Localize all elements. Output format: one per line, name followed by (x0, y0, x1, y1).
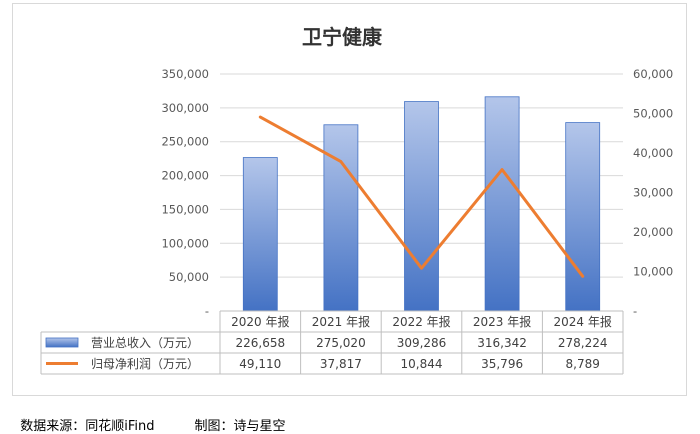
revenue-bar (566, 123, 600, 311)
revenue-value-cell: 309,286 (397, 336, 447, 350)
y-left-tick-label: 100,000 (161, 236, 209, 250)
revenue-bar (243, 158, 277, 311)
y-right-tick-label: 30,000 (633, 186, 673, 200)
revenue-bar (485, 97, 519, 311)
revenue-value-cell: 316,342 (477, 336, 527, 350)
revenue-value-cell: 278,224 (558, 336, 608, 350)
y-left-tick-label: 300,000 (161, 101, 209, 115)
x-category-label: 2022 年报 (392, 314, 450, 329)
y-left-tick-label: 200,000 (161, 169, 209, 183)
x-category-label: 2020 年报 (231, 314, 289, 329)
legend-revenue-label: 营业总收入（万元） (91, 336, 199, 350)
revenue-bar (324, 125, 358, 311)
y-left-tick-label: 50,000 (169, 270, 209, 284)
chart-title: 卫宁健康 (302, 25, 383, 49)
y-left-tick-label: - (205, 304, 209, 318)
x-category-label: 2024 年报 (554, 314, 612, 329)
y-right-tick-label: 50,000 (633, 107, 673, 121)
y-left-tick-label: 150,000 (161, 202, 209, 216)
profit-value-cell: 37,817 (320, 357, 362, 371)
y-right-tick-label: 40,000 (633, 146, 673, 160)
x-category-label: 2021 年报 (312, 314, 370, 329)
y-right-tick-label: 60,000 (633, 67, 673, 81)
profit-value-cell: 49,110 (239, 357, 281, 371)
y-right-tick-label: 20,000 (633, 225, 673, 239)
revenue-value-cell: 275,020 (316, 336, 366, 350)
x-category-label: 2023 年报 (473, 314, 531, 329)
revenue-value-cell: 226,658 (235, 336, 285, 350)
chart-frame: 卫宁健康 - 50,000 100,000 150,000 200,000 250,000 3… (12, 3, 687, 396)
y-left-tick-label: 250,000 (161, 135, 209, 149)
y-left-tick-label: 350,000 (161, 67, 209, 81)
legend-profit-label: 归母净利润（万元） (91, 357, 199, 371)
legend-revenue-key (46, 338, 78, 347)
y-right-tick-label: 10,000 (633, 265, 673, 279)
profit-value-cell: 35,796 (481, 357, 523, 371)
chart: 卫宁健康 - 50,000 100,000 150,000 200,000 250,000 3… (13, 4, 688, 397)
revenue-bar (405, 102, 439, 311)
profit-value-cell: 10,844 (401, 357, 443, 371)
y-right-tick-label: - (633, 304, 637, 318)
profit-value-cell: 8,789 (566, 357, 600, 371)
